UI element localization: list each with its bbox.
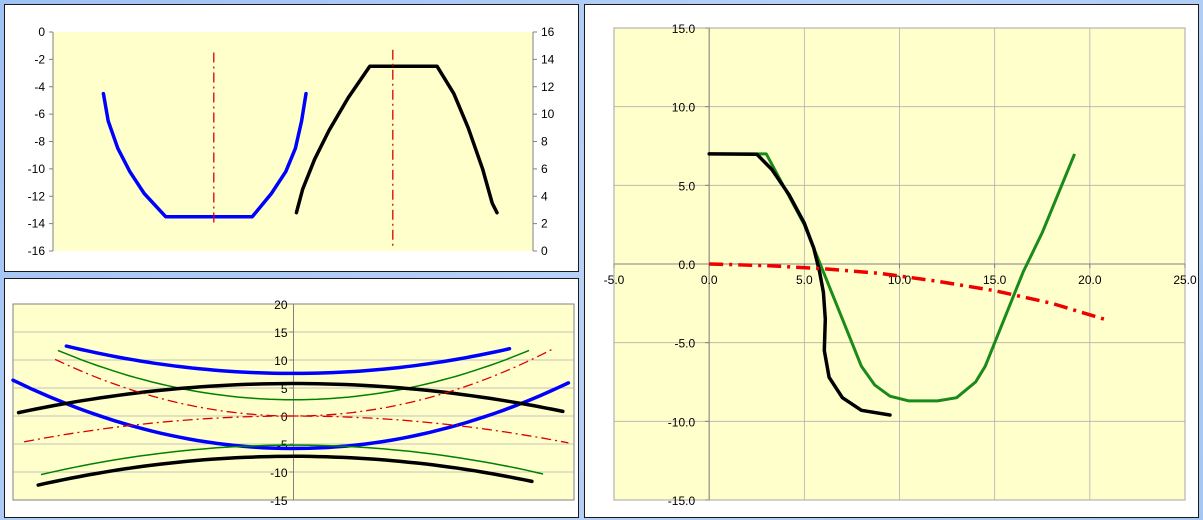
y-tick-label: -5.0 — [674, 337, 695, 351]
series-curve-black-thick — [16, 381, 565, 415]
left-tick-label: -6 — [34, 107, 45, 121]
series-line-black-thick — [294, 64, 499, 215]
series-curve-black-thick — [36, 454, 534, 487]
x-tick-label: -5.0 — [604, 273, 625, 287]
left-tick-label: -16 — [28, 244, 46, 258]
x-tick-label: 20.0 — [1078, 273, 1102, 287]
y-tick-label: 15.0 — [672, 22, 696, 36]
profiles-chart-svg: 0 -2 -4 -6 -8 -10 -12 -14 -16 16 14 12 10 8 6 4 2 0 — [28, 25, 555, 258]
y-tick-label: 5 — [281, 382, 288, 396]
series-curve-green-thin — [40, 444, 544, 476]
y-tick-label: 10.0 — [672, 101, 696, 115]
series-curve-green-thin — [57, 349, 530, 401]
trajectory-chart-svg: -5.0 0.0 5.0 10.0 15.0 20.0 25.015.010.05.00.0… — [604, 22, 1197, 508]
series-curve-blue-thick — [64, 344, 512, 376]
y-tick-label: 10 — [274, 354, 288, 368]
y-tick-label: -15 — [270, 494, 288, 508]
y-tick-label: 5.0 — [678, 179, 695, 193]
series-line-blue-thick — [101, 91, 308, 219]
x-tick-label: 5.0 — [796, 273, 813, 287]
left-tick-label: -2 — [34, 52, 45, 66]
y-tick-label: 0.0 — [678, 258, 695, 272]
series-curve-red-dashdot — [24, 415, 569, 444]
x-tick-label: 15.0 — [983, 273, 1007, 287]
right-tick-label: 4 — [541, 189, 548, 203]
y-tick-label: -10 — [270, 466, 288, 480]
series-curve-blue-thick — [11, 378, 571, 451]
right-tick-label: 0 — [541, 244, 548, 258]
plot-area — [53, 32, 533, 251]
left-tick-label: -4 — [34, 80, 45, 94]
left-tick-label: 0 — [38, 25, 45, 39]
y-tick-label: 15 — [274, 326, 288, 340]
right-tick-label: 14 — [541, 52, 555, 66]
x-tick-label: 0.0 — [701, 273, 718, 287]
y-tick-label: -15.0 — [668, 494, 696, 508]
right-tick-label: 8 — [541, 135, 548, 149]
right-tick-label: 10 — [541, 107, 555, 121]
chart-panel-trajectory: -5.0 0.0 5.0 10.0 15.0 20.0 25.0 15.0 10.0 5.0 0.0… — [584, 4, 1199, 518]
y-tick-label: 0 — [281, 410, 288, 424]
right-tick-label: 2 — [541, 217, 548, 231]
y-tick-label: 20 — [274, 298, 288, 312]
series-curve-red-dashdot — [54, 349, 552, 417]
y-tick-label: -10.0 — [668, 415, 696, 429]
left-tick-label: -12 — [28, 189, 46, 203]
x-tick-label: 25.0 — [1173, 273, 1197, 287]
right-tick-label: 16 — [541, 25, 555, 39]
right-tick-label: 6 — [541, 162, 548, 176]
left-tick-label: -14 — [28, 217, 46, 231]
chart-panel-curves: 20 15 10 5 0 -5 -10 -15 — [4, 278, 579, 518]
left-tick-label: -10 — [28, 162, 46, 176]
left-tick-label: -8 — [34, 135, 45, 149]
series-line-red-dashdot-thick — [709, 262, 1110, 323]
chart-panel-profiles: 0 -2 -4 -6 -8 -10 -12 -14 -16 16 14 12 10 8 6 4 2 0 — [4, 4, 579, 272]
right-tick-label: 12 — [541, 80, 555, 94]
series-line-black-thick — [707, 152, 892, 417]
